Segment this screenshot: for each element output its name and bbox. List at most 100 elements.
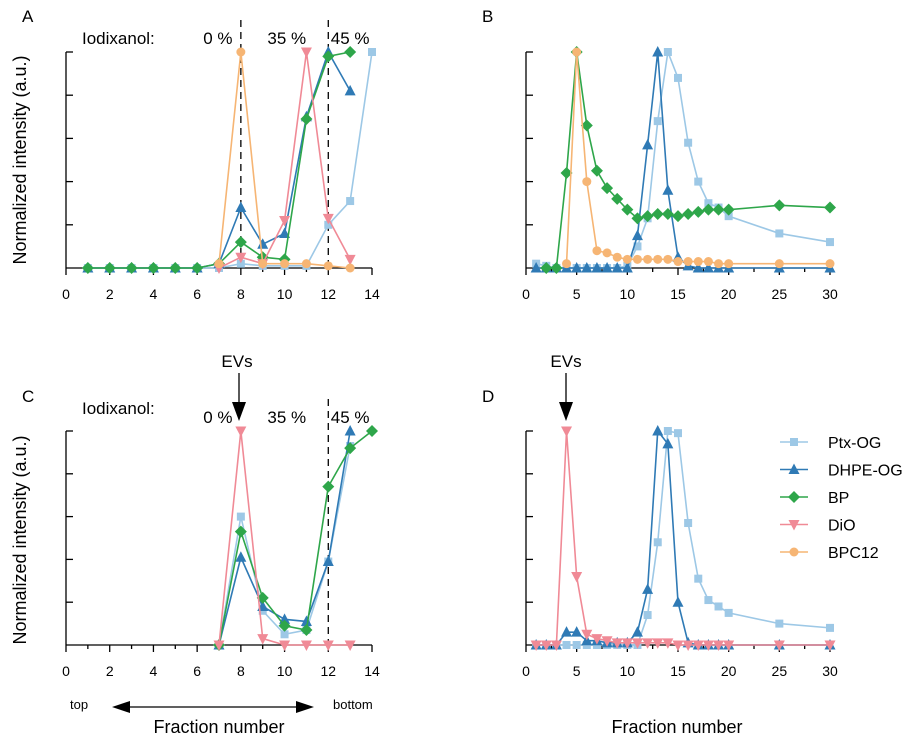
panel-d-data-point-dio bbox=[530, 640, 542, 651]
panel-d-evs-label: EVs bbox=[550, 352, 581, 371]
panel-b-data-point-bpc12 bbox=[724, 259, 734, 269]
panel-b-data-point-bpc12 bbox=[562, 259, 572, 269]
panel-b-x-tick-label: 20 bbox=[721, 286, 737, 302]
panel-c-gradient-label: 35 % bbox=[267, 408, 306, 427]
panel-a-series-bpc12 bbox=[214, 47, 355, 273]
panel-c-gradient-label: 0 % bbox=[203, 408, 232, 427]
legend-label: Ptx-OG bbox=[828, 435, 881, 452]
panel-d-data-point-dio bbox=[824, 640, 836, 651]
legend-label: BP bbox=[828, 490, 849, 507]
panel-c-arrowhead-left bbox=[112, 701, 130, 713]
panel-b-series-bp bbox=[540, 46, 836, 274]
panel-c-x-tick-label: 12 bbox=[320, 663, 336, 679]
panel-c-data-point-bp bbox=[344, 442, 357, 455]
panel-d-data-point-dio bbox=[662, 638, 674, 649]
panel-b-data-point-bp bbox=[550, 262, 563, 274]
panel-c-iodixanol-label: Iodixanol: bbox=[82, 399, 155, 418]
panel-b-x-tick-label: 0 bbox=[522, 286, 530, 302]
panel-c-data-point-bp bbox=[366, 425, 378, 437]
panel-d-series-line-dio bbox=[536, 430, 830, 646]
panel-c-arrowhead-right bbox=[296, 701, 314, 713]
panel-b-data-point-bp bbox=[611, 192, 624, 205]
panel-c-series-line-dhpe-og bbox=[218, 430, 351, 646]
panel-d-data-point-dio bbox=[571, 572, 583, 583]
panel-d-series-dio bbox=[530, 426, 836, 651]
panel-b-data-point-bp bbox=[651, 208, 664, 220]
panel-d-data-point-dhpe-og bbox=[662, 437, 674, 449]
panel-c-data-point-bp bbox=[256, 591, 269, 604]
panel-d-data-point-dio bbox=[702, 640, 714, 651]
panel-d-data-point-dio bbox=[540, 640, 552, 651]
panel-c-data-point-dio bbox=[257, 634, 269, 645]
legend-swatch-marker bbox=[789, 547, 799, 557]
panel-b-data-point-ptx-og bbox=[684, 138, 693, 147]
panel-d-data-point-dio bbox=[621, 638, 633, 649]
panel-b-series-ptx-og bbox=[532, 48, 834, 272]
panel-b-data-point-bp bbox=[580, 119, 593, 132]
panel-d-data-point-ptx-og bbox=[714, 602, 723, 611]
panel-d-data-point-ptx-og bbox=[674, 429, 682, 438]
panel-b-data-point-ptx-og bbox=[633, 242, 642, 251]
panel-b-data-point-bp bbox=[682, 208, 695, 220]
panel-d-data-point-dio bbox=[642, 638, 654, 649]
panel-a-data-point-dhpe-og bbox=[279, 227, 291, 238]
panel-c-x-tick-label: 10 bbox=[277, 663, 293, 679]
panel-a-x-tick-label: 6 bbox=[193, 286, 201, 302]
panel-b-data-point-bpc12 bbox=[653, 254, 663, 264]
panel-b-data-point-bp bbox=[773, 199, 786, 212]
panel-c-series-line-bp bbox=[218, 430, 373, 646]
panel-d-series-line-ptx-og bbox=[536, 430, 831, 646]
panel-a-data-point-bp bbox=[81, 262, 94, 274]
panel-b-x-tick-label: 10 bbox=[620, 286, 636, 302]
panel-d-data-point-dio bbox=[773, 640, 785, 651]
panel-c-data-point-bp bbox=[278, 619, 291, 632]
panel-d-x-tick-label: 30 bbox=[822, 663, 838, 679]
panel-a-data-point-dio bbox=[322, 213, 334, 225]
panel-c-xlabel: Fraction number bbox=[153, 717, 284, 737]
panel-c-data-point-dhpe-og bbox=[300, 615, 312, 626]
panel-d-data-point-ptx-og bbox=[826, 623, 834, 632]
panel-c-top-label: top bbox=[70, 697, 88, 712]
panel-b-data-point-bp bbox=[824, 201, 836, 214]
panel-a-data-point-dio bbox=[279, 215, 291, 227]
panel-b-data-point-bpc12 bbox=[673, 257, 683, 267]
panel-a-x-tick-label: 12 bbox=[320, 286, 336, 302]
legend-label: DHPE-OG bbox=[828, 463, 903, 480]
legend-item-bpc12: BPC12 bbox=[780, 545, 879, 562]
panel-d-data-point-dio bbox=[652, 638, 664, 649]
panel-a-data-point-ptx-og bbox=[346, 197, 355, 206]
panel-b-data-point-dhpe-og bbox=[581, 262, 593, 273]
legend-label: DiO bbox=[828, 518, 856, 535]
panel-c-evs-arrow-head bbox=[232, 402, 246, 421]
panel-d-data-point-dio bbox=[591, 634, 603, 645]
panel-d-data-point-ptx-og bbox=[724, 608, 733, 617]
panel-a-data-point-dhpe-og bbox=[257, 238, 269, 249]
panel-d-data-point-dhpe-og bbox=[561, 626, 573, 637]
panel-c-x-tick-label: 2 bbox=[106, 663, 114, 679]
panel-d-data-point-dio bbox=[550, 640, 562, 651]
panel-a-data-point-bp bbox=[147, 262, 160, 274]
panel-d-data-point-dio bbox=[692, 640, 704, 651]
panel-d-letter: D bbox=[482, 387, 494, 406]
panel-d-data-point-ptx-og bbox=[684, 519, 693, 528]
panel-b-data-point-ptx-og bbox=[826, 238, 834, 247]
panel-d-data-point-ptx-og bbox=[704, 596, 713, 605]
panel-a-letter: A bbox=[22, 7, 34, 26]
panel-b-x-tick-label: 25 bbox=[772, 286, 788, 302]
panel-a-x-tick-label: 10 bbox=[277, 286, 293, 302]
panel-b-data-point-bp bbox=[722, 203, 735, 216]
panel-b-data-point-bpc12 bbox=[572, 47, 582, 57]
panel-c-data-point-dhpe-og bbox=[322, 555, 334, 567]
panel-d-data-point-ptx-og bbox=[663, 427, 672, 435]
panel-c-x-tick-label: 14 bbox=[364, 663, 380, 679]
panel-b-data-point-ptx-og bbox=[775, 229, 784, 238]
panel-b-data-point-dhpe-og bbox=[530, 262, 542, 273]
panel-b-data-point-dhpe-og bbox=[662, 184, 674, 195]
panel-c-x-tick-label: 6 bbox=[193, 663, 201, 679]
legend-item-ptx-og: Ptx-OG bbox=[780, 435, 881, 452]
panel-c: C Iodixanol: Normalized intensity (a.u.)… bbox=[10, 352, 380, 737]
panel-d-data-point-dio bbox=[561, 426, 573, 437]
panel-d-series-ptx-og bbox=[532, 427, 834, 649]
panel-c-evs-label: EVs bbox=[221, 352, 252, 371]
panel-b-data-point-bp bbox=[631, 212, 644, 225]
